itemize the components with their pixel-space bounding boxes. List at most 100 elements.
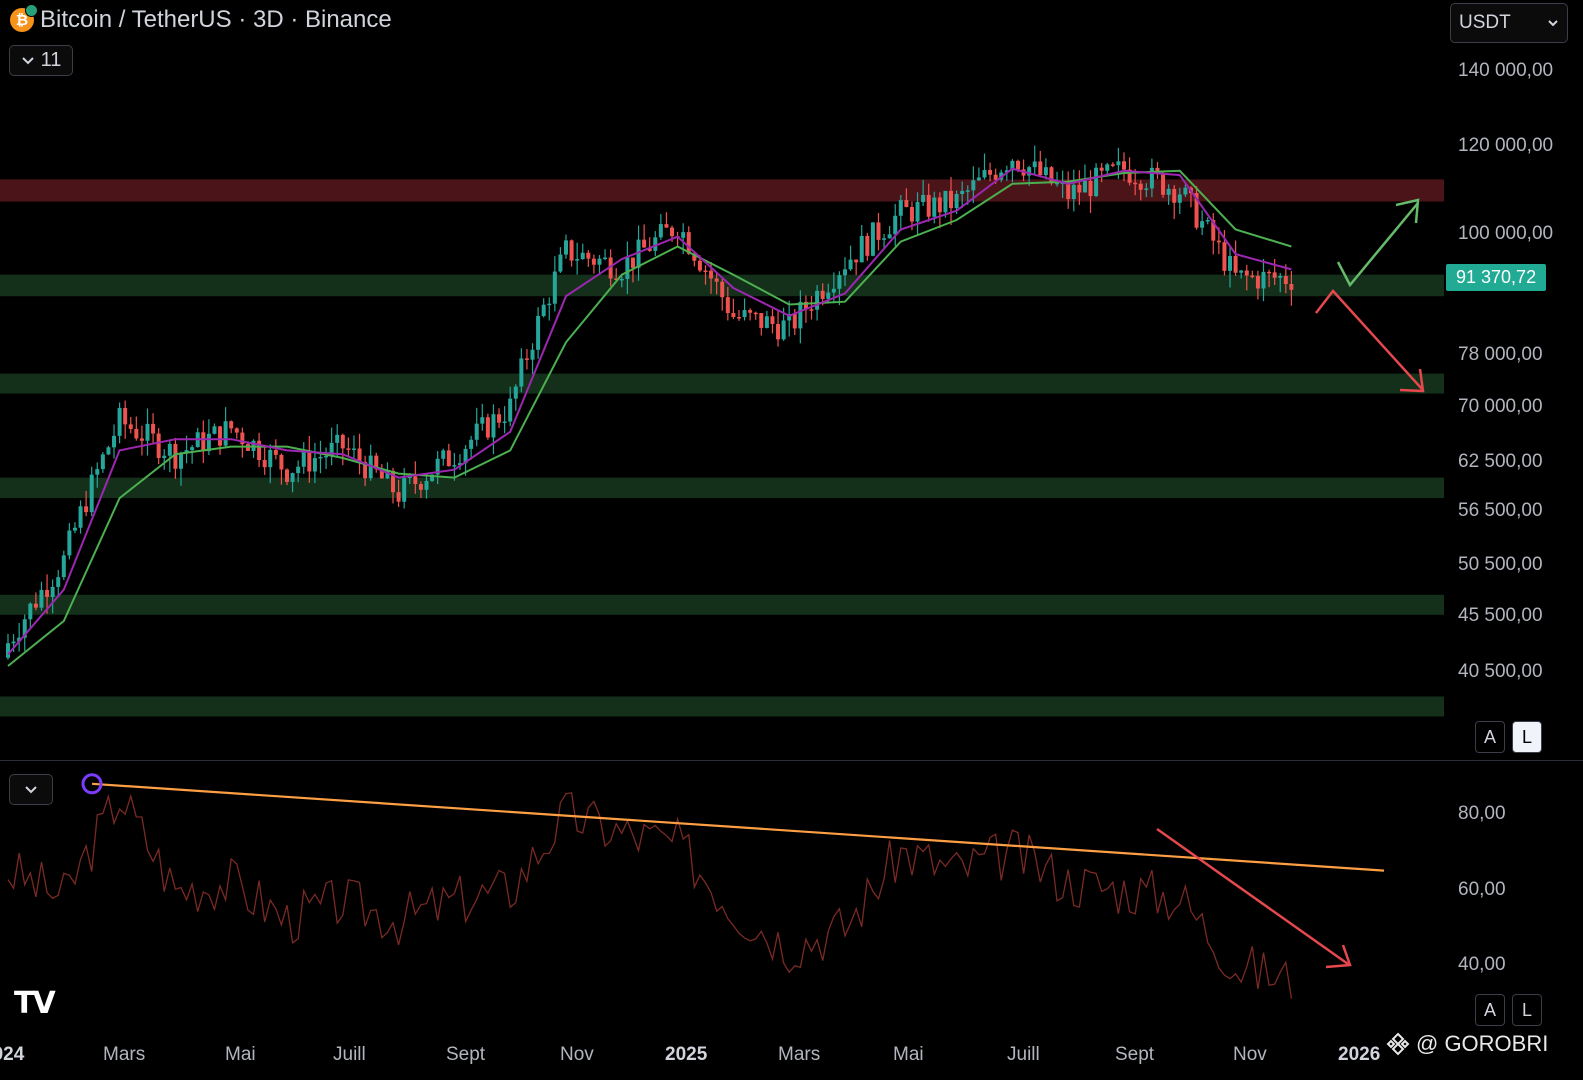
pane-divider[interactable] — [0, 760, 1583, 761]
up-candle-body — [781, 320, 786, 340]
up-candle-body — [112, 435, 117, 448]
down-candle-body — [854, 259, 859, 263]
down-candle-body — [340, 434, 345, 449]
up-candle-body — [95, 469, 100, 475]
log-scale-button[interactable]: L — [1512, 721, 1542, 753]
up-candle-body — [513, 386, 518, 399]
up-candle-body — [898, 200, 903, 216]
down-candle-body — [937, 197, 942, 213]
up-candle-body — [653, 237, 658, 251]
down-candle-body — [151, 423, 156, 434]
time-tick-label: Juill — [333, 1044, 366, 1065]
up-candle-body — [318, 456, 323, 459]
down-candle-body — [357, 448, 362, 462]
down-candle-body — [703, 270, 708, 273]
up-candle-body — [536, 316, 541, 350]
down-candle-body — [1138, 183, 1143, 190]
price-tick-label: 62 500,00 — [1458, 450, 1543, 472]
down-candle-body — [307, 450, 312, 472]
up-candle-body — [552, 271, 557, 304]
up-candle-body — [976, 177, 981, 181]
up-candle-body — [1200, 221, 1205, 228]
bullish-arrow-line — [1336, 202, 1419, 288]
rsi-collapse-button[interactable] — [9, 774, 53, 805]
indicators-toggle-button[interactable]: 11 — [9, 45, 73, 76]
price-chart[interactable] — [0, 0, 1445, 760]
up-candle-body — [558, 254, 563, 272]
up-candle-body — [11, 641, 16, 644]
slow-moving-average-line — [7, 169, 1292, 667]
rsi-bearish-arrow-line — [1156, 827, 1349, 966]
time-tick-label: 2024 — [0, 1044, 25, 1065]
up-candle-body — [39, 589, 44, 608]
up-candle-body — [206, 433, 211, 452]
up-candle-body — [943, 190, 948, 213]
up-candle-body — [530, 349, 535, 360]
down-candle-body — [993, 174, 998, 180]
up-candle-body — [56, 577, 61, 587]
down-candle-body — [770, 316, 775, 325]
resistance-zone — [0, 179, 1444, 202]
trendline-anchor-handle — [81, 773, 103, 795]
up-candle-body — [212, 426, 217, 434]
indicator-count: 11 — [40, 49, 62, 71]
down-candle-body — [630, 257, 635, 268]
symbol-title: Bitcoin / TetherUS · 3D · Binance — [40, 6, 392, 33]
up-candle-body — [469, 439, 474, 449]
down-candle-body — [720, 281, 725, 298]
author-watermark: @ GOROBRI — [1386, 1031, 1548, 1057]
currency-select[interactable]: USDT — [1450, 3, 1568, 43]
rsi-chart[interactable] — [0, 762, 1445, 1042]
down-candle-body — [374, 455, 379, 470]
up-candle-body — [597, 258, 602, 265]
down-candle-body — [285, 469, 289, 482]
time-tick-label: 2025 — [665, 1044, 708, 1065]
down-candle-body — [803, 301, 808, 310]
tradingview-logo: TV — [14, 986, 56, 1021]
rsi-log-scale-button[interactable]: L — [1512, 994, 1542, 1026]
up-candle-body — [580, 252, 585, 260]
down-candle-body — [1194, 193, 1199, 228]
auto-scale-button[interactable]: A — [1475, 721, 1505, 753]
down-candle-body — [1289, 284, 1294, 290]
time-tick-label: 2026 — [1338, 1044, 1381, 1065]
rsi-tick-label: 60,00 — [1458, 878, 1506, 900]
symbol-header[interactable]: ₿ Bitcoin / TetherUS · 3D · Binance — [10, 4, 392, 34]
binance-icon — [1386, 1032, 1410, 1056]
up-candle-body — [915, 202, 920, 222]
down-candle-body — [876, 222, 881, 240]
down-candle-body — [736, 316, 741, 319]
up-candle-body — [324, 455, 329, 458]
up-candle-body — [547, 303, 552, 306]
up-candle-body — [301, 450, 306, 467]
price-tick-label: 50 500,00 — [1458, 554, 1543, 576]
up-candle-body — [1071, 184, 1076, 200]
down-candle-body — [714, 278, 719, 282]
up-candle-body — [882, 238, 887, 240]
up-candle-body — [100, 454, 105, 470]
up-candle-body — [351, 448, 356, 450]
up-candle-body — [457, 463, 462, 466]
down-candle-body — [1222, 242, 1227, 271]
up-candle-body — [798, 301, 803, 329]
up-candle-body — [6, 643, 10, 658]
down-candle-body — [1133, 182, 1138, 185]
down-candle-body — [809, 309, 814, 311]
up-candle-body — [982, 170, 987, 178]
down-candle-body — [1049, 167, 1054, 184]
up-candle-body — [1183, 187, 1188, 195]
up-candle-body — [815, 290, 820, 310]
up-candle-body — [971, 180, 976, 191]
up-candle-body — [1166, 188, 1171, 195]
tether-badge-icon — [25, 4, 38, 17]
up-candle-body — [870, 222, 875, 256]
up-candle-body — [1004, 170, 1009, 173]
down-candle-body — [909, 207, 914, 222]
up-candle-body — [681, 232, 686, 238]
rsi-auto-scale-button[interactable]: A — [1475, 994, 1505, 1026]
down-candle-body — [123, 407, 128, 425]
bearish-arrow-line — [1315, 289, 1423, 390]
up-candle-body — [50, 586, 55, 597]
down-candle-body — [234, 428, 239, 433]
